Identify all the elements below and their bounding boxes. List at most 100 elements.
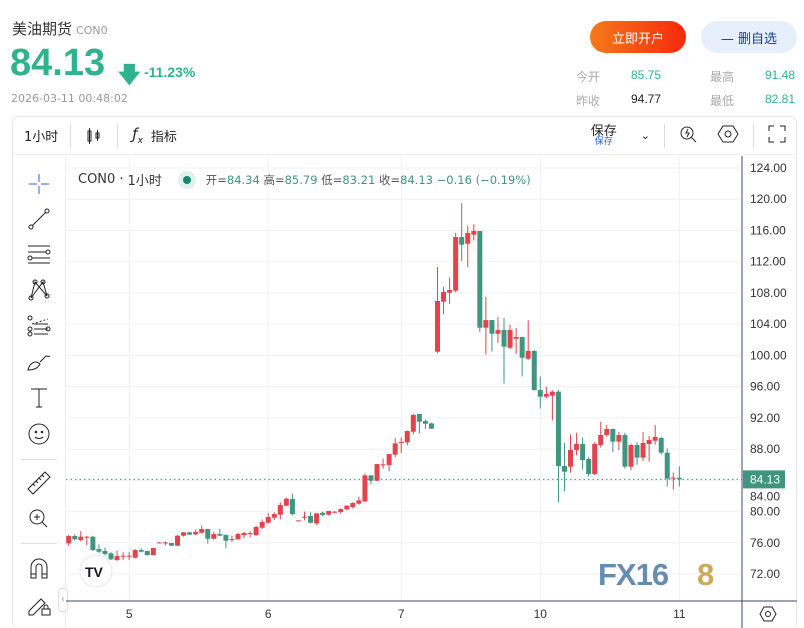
open-account-button[interactable]: 立即开户 (590, 21, 686, 53)
candle (634, 442, 640, 465)
market-status-icon[interactable] (177, 170, 196, 189)
time-tick-label: 7 (398, 607, 405, 621)
candle-body (592, 444, 598, 474)
candle-body (404, 431, 410, 443)
time-tick-label: 6 (265, 607, 272, 621)
candle-body (574, 444, 580, 451)
save-button[interactable]: 保存 保存 (591, 125, 617, 147)
magnet-icon[interactable] (25, 554, 53, 582)
indicators-button[interactable]: 指标 (150, 130, 177, 145)
fx-icon[interactable]: ƒx (132, 125, 143, 146)
price-tick-label: 124.00 (750, 161, 787, 175)
remove-watchlist-button[interactable]: — 删自选 (701, 21, 797, 53)
quick-search-icon[interactable] (679, 124, 699, 148)
trend-line-icon[interactable] (25, 205, 53, 233)
candle (205, 528, 211, 544)
text-icon[interactable] (25, 384, 53, 412)
candle-body (646, 440, 652, 445)
candle-body (471, 231, 477, 235)
divider (21, 543, 57, 544)
settings-icon[interactable] (717, 124, 739, 148)
collapse-toolbar-button[interactable]: ‹ (58, 588, 68, 612)
candle-body (205, 529, 211, 539)
candle-body (126, 555, 132, 557)
candle (374, 463, 380, 482)
candle-body (102, 551, 108, 555)
crosshair-icon[interactable] (25, 170, 53, 198)
candle (259, 519, 265, 529)
zoom-in-icon[interactable] (25, 505, 53, 533)
candle (175, 535, 181, 547)
candle (344, 505, 350, 511)
candle-body (308, 516, 314, 523)
lock-drawings-icon[interactable] (25, 590, 53, 618)
candle (223, 534, 229, 549)
candle (489, 320, 495, 352)
candle-body (543, 394, 549, 397)
candle-body (634, 445, 640, 458)
candle-body (247, 533, 253, 535)
candle (447, 277, 453, 304)
fullscreen-icon[interactable] (768, 125, 786, 147)
instrument-name: 美油期货 (12, 20, 73, 38)
candle (646, 435, 652, 462)
candle (477, 231, 483, 333)
svg-text:8: 8 (697, 557, 714, 592)
candle-body (96, 549, 102, 552)
candle-body (78, 536, 84, 541)
drawing-toolbar (13, 156, 66, 628)
brush-icon[interactable] (25, 348, 53, 376)
axis-settings-icon[interactable] (759, 606, 777, 622)
candle (519, 336, 525, 377)
emoji-icon[interactable] (25, 420, 53, 448)
price-tick-label: 92.00 (750, 411, 780, 425)
candle (156, 542, 162, 544)
horizontal-lines-icon[interactable] (25, 240, 53, 268)
chevron-down-icon[interactable]: ⌄ (640, 129, 650, 142)
candle (247, 531, 253, 538)
candle (628, 443, 634, 471)
candle-body (66, 536, 72, 544)
candle (501, 317, 507, 384)
candle-body (507, 330, 513, 348)
candle-body (670, 477, 676, 479)
candle (90, 535, 96, 551)
candle-body (277, 505, 283, 515)
candle-body (144, 551, 150, 556)
candle (616, 431, 622, 450)
time-tick-label: 11 (673, 607, 686, 621)
candle (326, 510, 332, 516)
low-value: 82.81 (765, 92, 796, 106)
candle-body (580, 444, 586, 461)
pattern-icon[interactable] (25, 276, 53, 304)
candle (277, 502, 283, 520)
low-label: 最低 (710, 94, 735, 108)
candle-body (441, 292, 447, 302)
save-label: 保存 (590, 123, 617, 139)
candle (622, 432, 628, 469)
candle (289, 493, 295, 516)
candle-body (386, 454, 392, 466)
interval-button[interactable]: 1小时 (24, 130, 59, 145)
candle (271, 512, 277, 521)
candle (459, 203, 465, 261)
candle (211, 531, 217, 540)
candle (368, 474, 374, 485)
candlestick-type-icon[interactable] (85, 127, 103, 145)
candle (96, 544, 102, 554)
ruler-icon[interactable] (25, 469, 53, 497)
candle (193, 529, 199, 536)
candle-body (477, 231, 483, 328)
candle (120, 552, 126, 561)
candle-body (519, 337, 525, 358)
candle-body (301, 516, 307, 518)
fib-retracement-icon[interactable] (25, 312, 53, 340)
candle-body (72, 536, 78, 540)
prev-close-value: 94.77 (631, 92, 662, 106)
chart-legend: CON0 · 1小时 开=84.34 高=85.79 低=83.21 收=84.1… (78, 170, 531, 189)
candle (168, 542, 174, 547)
candle-body (374, 464, 380, 481)
candle (320, 511, 326, 517)
last-price-label: 84.13 (750, 472, 780, 486)
